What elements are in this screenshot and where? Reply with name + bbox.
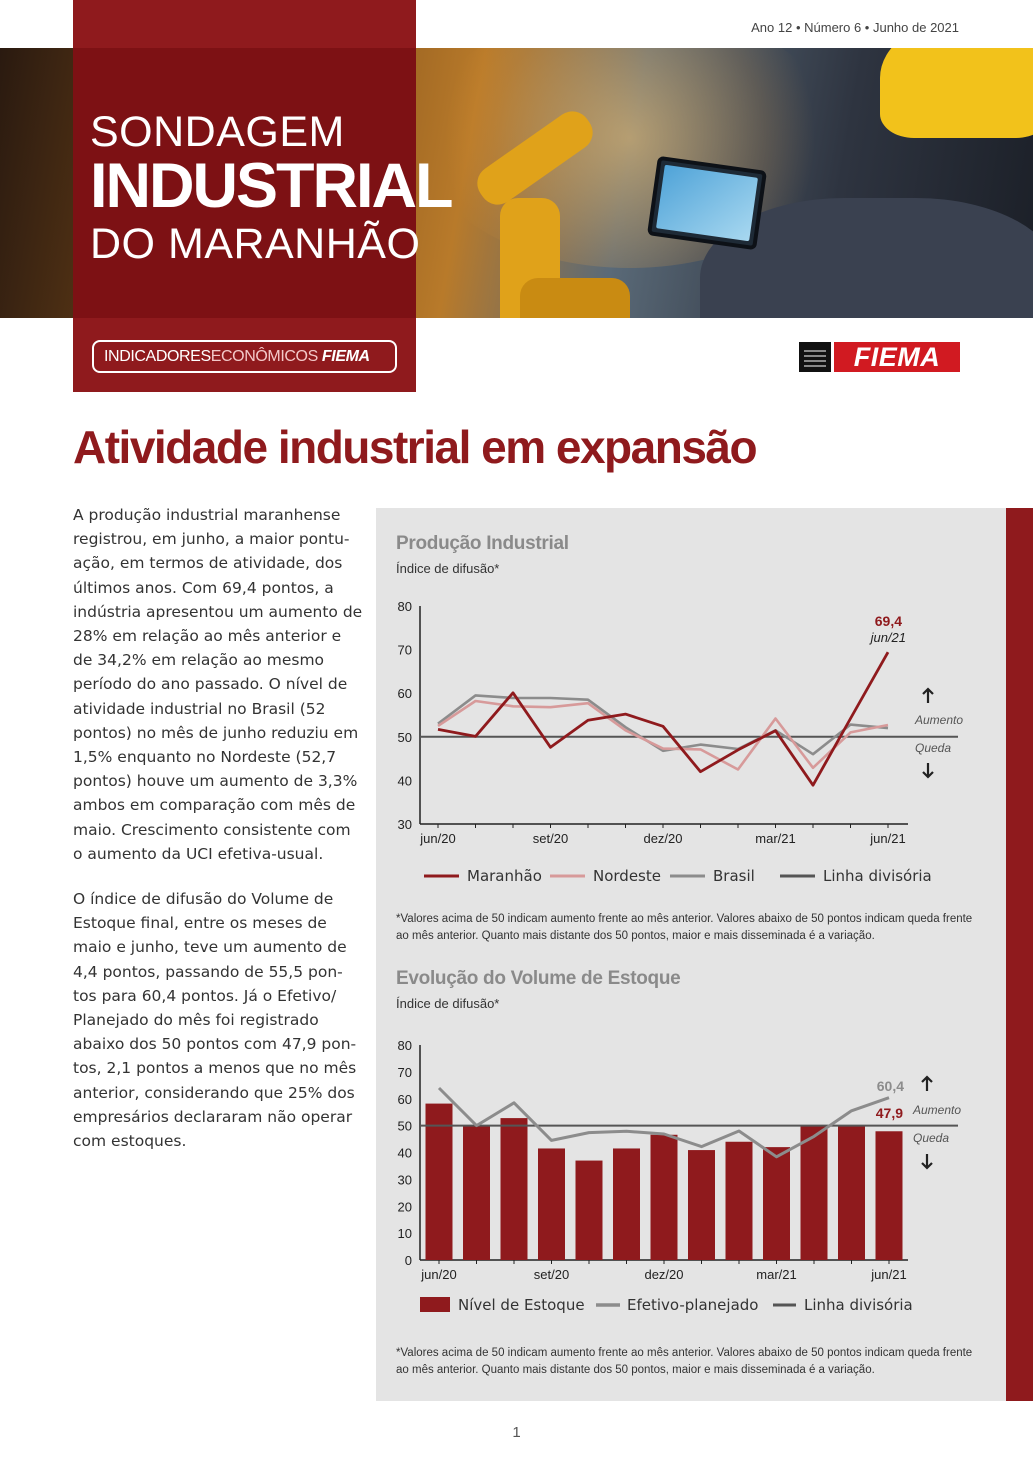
worker-helmet	[880, 48, 1033, 138]
title-box: SONDAGEM INDUSTRIAL DO MARANHÃO INDICADO…	[73, 0, 453, 392]
y-tick-label: 30	[398, 1172, 412, 1187]
annotation-bar-value: 47,9	[876, 1105, 903, 1121]
fiema-emblem-icon	[799, 342, 831, 372]
badge-part-1: INDICADORES	[104, 348, 211, 365]
side-bar	[1006, 508, 1033, 1401]
bar	[763, 1147, 790, 1260]
bar	[538, 1148, 565, 1260]
x-tick-label: jun/21	[869, 831, 905, 846]
y-tick-label: 50	[398, 1119, 412, 1134]
y-tick-label: 20	[398, 1199, 412, 1214]
y-tick-label: 80	[398, 1038, 412, 1053]
bar	[875, 1131, 903, 1260]
y-tick-label: 60	[398, 1092, 412, 1107]
page-number: 1	[512, 1424, 521, 1441]
arrow-up-icon	[921, 1075, 933, 1091]
chart2-note: *Valores acima de 50 indicam aumento fre…	[396, 1347, 973, 1376]
legend-label: Brasil	[713, 867, 755, 885]
label-up: Aumento	[914, 713, 963, 727]
legend-label: Efetivo-planejado	[627, 1296, 758, 1314]
headline: Atividade industrial em expansão	[73, 421, 758, 473]
x-tick-label: jun/20	[419, 831, 455, 846]
legend-swatch	[420, 1297, 450, 1312]
annotation-value: 69,4	[875, 613, 902, 629]
y-tick-label: 10	[398, 1226, 412, 1241]
title-line-1: SONDAGEM	[90, 108, 345, 156]
indicadores-badge: INDICADORESECONÔMICOS FIEMA	[92, 340, 397, 373]
label-down: Queda	[915, 741, 951, 755]
chart1-note: *Valores acima de 50 indicam aumento fre…	[396, 913, 973, 942]
badge-part-2: ECONÔMICOS	[210, 348, 319, 365]
chart1-subtitle: Índice de difusão*	[396, 561, 500, 576]
x-tick-label: dez/20	[644, 1267, 683, 1282]
legend-label: Maranhão	[467, 867, 542, 885]
legend-label: Nordeste	[593, 867, 661, 885]
legend-label: Linha divisória	[804, 1296, 913, 1314]
chart2-title: Evolução do Volume de Estoque	[396, 968, 681, 989]
paragraph-1: A produção industrial maranhense registr…	[73, 506, 363, 863]
y-tick-label: 30	[398, 817, 412, 832]
legend-label: Nível de Estoque	[458, 1296, 585, 1314]
paragraph-2: O índice de difusão do Volume de Estoque…	[73, 890, 357, 1151]
bar	[800, 1125, 828, 1260]
chart1-title: Produção Industrial	[396, 533, 569, 554]
x-tick-label: jun/20	[420, 1267, 456, 1282]
bar	[650, 1134, 678, 1260]
robot-arm-base	[520, 278, 630, 318]
series-line-efetivo	[437, 1086, 890, 1159]
arrow-down-icon	[922, 763, 934, 779]
title-line-2: INDUSTRIAL	[90, 151, 453, 221]
fiema-wordmark: FIEMA	[834, 342, 960, 372]
bar	[425, 1103, 453, 1260]
x-tick-label: dez/20	[643, 831, 682, 846]
chart2-subtitle: Índice de difusão*	[396, 996, 500, 1011]
x-tick-label: mar/21	[755, 831, 795, 846]
bar	[463, 1125, 490, 1260]
y-tick-label: 50	[398, 730, 412, 745]
annotation-line-value: 60,4	[877, 1078, 904, 1094]
series-line-nordeste	[437, 699, 889, 771]
bar	[688, 1150, 715, 1260]
bar	[838, 1125, 865, 1260]
issue-info: Ano 12 • Número 6 • Junho de 2021	[751, 20, 959, 35]
y-tick-label: 80	[398, 599, 412, 614]
bar	[575, 1160, 603, 1260]
series-line-brasil	[437, 694, 889, 756]
title-line-3: DO MARANHÃO	[90, 220, 421, 268]
label-down: Queda	[913, 1131, 949, 1145]
x-tick-label: mar/21	[756, 1267, 796, 1282]
x-tick-label: set/20	[534, 1267, 569, 1282]
series-line-maranho	[437, 651, 890, 787]
label-up: Aumento	[912, 1103, 961, 1117]
x-tick-label: jun/21	[870, 1267, 906, 1282]
x-tick-label: set/20	[533, 831, 568, 846]
y-tick-label: 70	[398, 1065, 412, 1080]
bar	[613, 1148, 640, 1260]
bar	[725, 1141, 753, 1260]
y-tick-label: 70	[398, 643, 412, 658]
badge-part-3: FIEMA	[321, 348, 370, 365]
y-tick-label: 40	[398, 773, 412, 788]
arrow-up-icon	[922, 687, 934, 703]
annotation-period: jun/21	[869, 630, 906, 645]
bar	[500, 1118, 528, 1260]
y-tick-label: 40	[398, 1146, 412, 1161]
arrow-down-icon	[921, 1154, 933, 1170]
y-tick-label: 60	[398, 686, 412, 701]
y-tick-label: 0	[405, 1253, 412, 1268]
legend-label: Linha divisória	[823, 867, 932, 885]
